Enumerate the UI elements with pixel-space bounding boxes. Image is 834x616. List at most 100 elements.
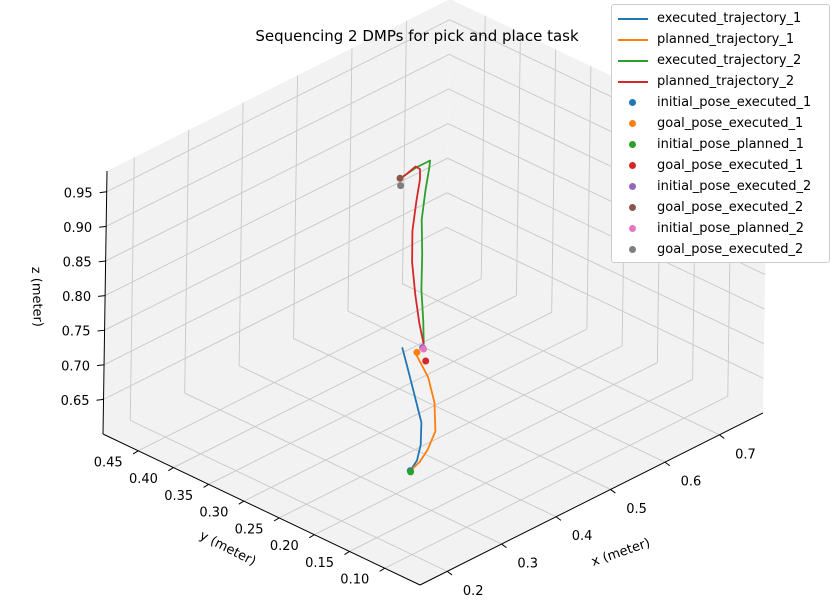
gridline bbox=[104, 157, 448, 331]
y-tick bbox=[132, 450, 139, 455]
y-tick-label: 0.45 bbox=[94, 455, 123, 470]
gridline bbox=[184, 130, 190, 394]
gridline bbox=[384, 395, 728, 569]
legend-label: goal_pose_executed_1 bbox=[657, 116, 804, 131]
gridline bbox=[402, 283, 720, 436]
axis-lines bbox=[102, 170, 764, 586]
gridline bbox=[238, 102, 244, 366]
gridline bbox=[104, 123, 449, 296]
x-tick bbox=[446, 570, 453, 576]
y-tick-label: 0.35 bbox=[164, 489, 193, 504]
legend-dot-swatch bbox=[616, 113, 650, 134]
legend-dot-swatch bbox=[616, 134, 650, 155]
z-tick-label: 0.90 bbox=[63, 221, 92, 236]
legend-label: goal_pose_executed_1 bbox=[657, 158, 804, 173]
z-tick-label: 0.70 bbox=[61, 359, 90, 374]
legend-line-swatch bbox=[616, 8, 650, 29]
y-tick-label: 0.40 bbox=[129, 472, 158, 487]
y-tick bbox=[379, 567, 386, 572]
gridline bbox=[130, 419, 448, 572]
legend-label: initial_pose_planned_2 bbox=[657, 221, 805, 236]
x-tick bbox=[555, 516, 562, 521]
x-axis-label: x (meter) bbox=[590, 536, 653, 570]
y-tick-label: 0.20 bbox=[270, 539, 299, 554]
gridline bbox=[106, 19, 450, 193]
legend-dot-swatch bbox=[616, 155, 650, 176]
legend-dot-swatch bbox=[616, 239, 650, 260]
series-line-executed_trajectory_1 bbox=[401, 347, 423, 472]
legend-line-swatch bbox=[616, 71, 650, 92]
y-axis-line bbox=[102, 433, 421, 586]
legend-dot-swatch bbox=[616, 197, 650, 218]
legend-item: goal_pose_executed_1 bbox=[612, 113, 831, 134]
legend-label: executed_trajectory_2 bbox=[657, 53, 802, 68]
legend-label: executed_trajectory_1 bbox=[657, 11, 802, 26]
y-tick bbox=[203, 483, 209, 488]
series-line-executed_trajectory_2 bbox=[397, 159, 432, 345]
y-tick bbox=[238, 500, 245, 505]
gridline bbox=[208, 311, 552, 485]
gridline bbox=[105, 88, 449, 262]
legend-label: planned_trajectory_1 bbox=[657, 32, 795, 47]
legend-item: goal_pose_executed_1 bbox=[612, 155, 831, 176]
x-tick-label: 0.6 bbox=[681, 475, 702, 490]
series-point-goal_pose_executed_2 bbox=[396, 174, 404, 182]
gridline bbox=[314, 362, 658, 536]
z-axis-line bbox=[102, 170, 108, 435]
x-tick bbox=[719, 434, 725, 439]
x-tick-label: 0.3 bbox=[517, 557, 538, 572]
y-tick bbox=[344, 551, 350, 555]
gridline bbox=[184, 392, 502, 545]
legend-dot-swatch bbox=[616, 176, 650, 197]
y-tick bbox=[308, 534, 315, 539]
x-tick-label: 0.2 bbox=[463, 584, 484, 599]
gridline bbox=[401, 20, 407, 284]
gridline bbox=[129, 157, 135, 421]
legend-item: planned_trajectory_2 bbox=[612, 71, 831, 92]
legend-label: goal_pose_executed_2 bbox=[657, 242, 804, 257]
y-tick bbox=[273, 517, 280, 522]
legend-item: initial_pose_planned_2 bbox=[612, 218, 831, 239]
back-pane bbox=[103, 0, 450, 434]
gridline bbox=[515, 32, 521, 296]
gridline bbox=[551, 49, 557, 313]
gridline bbox=[278, 345, 623, 519]
legend-label: initial_pose_planned_1 bbox=[657, 137, 805, 152]
series-point-initial_pose_planned_1 bbox=[407, 468, 415, 476]
z-tick-label: 0.80 bbox=[62, 290, 91, 305]
series-point-goal_pose_executed_2 bbox=[397, 182, 405, 190]
gridline bbox=[446, 226, 764, 379]
series-point-goal_pose_executed_1 bbox=[413, 348, 421, 356]
x-tick bbox=[501, 543, 507, 549]
legend-line-swatch bbox=[616, 50, 650, 71]
y-tick-label: 0.25 bbox=[235, 522, 264, 537]
gridline bbox=[138, 278, 482, 452]
x-tick-label: 0.7 bbox=[735, 447, 756, 462]
legend-item: initial_pose_executed_1 bbox=[612, 92, 831, 113]
gridline bbox=[447, 157, 765, 310]
x-tick bbox=[664, 461, 671, 467]
legend-label: planned_trajectory_2 bbox=[657, 74, 795, 89]
gridline bbox=[103, 192, 448, 366]
chart-title: Sequencing 2 DMPs for pick and place tas… bbox=[255, 27, 579, 45]
z-tick-label: 0.65 bbox=[61, 394, 90, 409]
legend: executed_trajectory_1 planned_trajectory_… bbox=[611, 4, 830, 263]
gridline bbox=[480, 15, 486, 279]
series-line-planned_trajectory_1 bbox=[409, 354, 437, 472]
gridline bbox=[586, 66, 592, 330]
series-point-goal_pose_executed_1 bbox=[422, 357, 430, 365]
z-tick bbox=[99, 191, 107, 194]
tick-marks: 0.2 0.3 0.4 0.5 0.6 0.7 0.10 0.15 0.20 0.25 0.30 0.… bbox=[61, 186, 756, 599]
gridline bbox=[349, 379, 693, 552]
legend-item: planned_trajectory_1 bbox=[612, 29, 831, 50]
legend-item: initial_pose_executed_2 bbox=[612, 176, 831, 197]
gridline bbox=[293, 338, 611, 490]
z-tick-label: 0.95 bbox=[64, 186, 93, 201]
z-tick bbox=[98, 260, 106, 263]
gridline bbox=[238, 365, 557, 518]
floor-pane bbox=[103, 262, 763, 585]
legend-item: executed_trajectory_2 bbox=[612, 50, 831, 71]
y-tick-label: 0.10 bbox=[340, 573, 369, 588]
x-tick-label: 0.4 bbox=[572, 529, 593, 544]
gridline bbox=[105, 53, 450, 227]
